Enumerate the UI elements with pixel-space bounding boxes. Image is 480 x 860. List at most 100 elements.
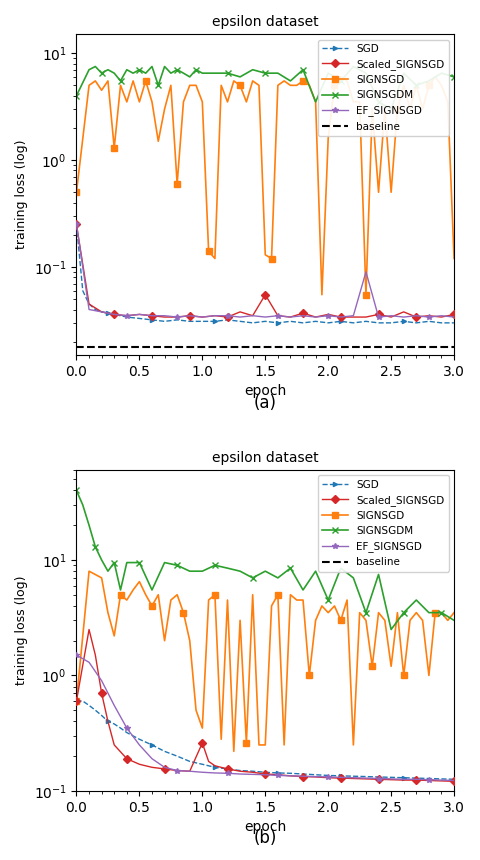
EF_SIGNSGD <box>187 766 192 777</box>
Scaled_SIGNSGD <box>401 307 407 317</box>
SGD <box>451 317 457 328</box>
X-axis label: epoch: epoch <box>244 820 287 834</box>
SIGNSGDM <box>200 68 205 78</box>
EF_SIGNSGD <box>212 310 218 321</box>
Scaled_SIGNSGD <box>162 312 168 322</box>
EF_SIGNSGD <box>451 312 457 322</box>
Scaled_SIGNSGD <box>413 775 419 785</box>
SGD <box>426 316 432 327</box>
Scaled_SIGNSGD <box>350 773 356 783</box>
SGD <box>162 316 168 327</box>
SIGNSGDM <box>111 557 117 568</box>
SIGNSGDM <box>193 64 199 75</box>
SIGNSGDM <box>439 607 444 617</box>
SGD <box>313 770 319 780</box>
SGD <box>325 771 331 781</box>
Scaled_SIGNSGD <box>73 696 79 706</box>
Scaled_SIGNSGD <box>111 310 117 320</box>
Scaled_SIGNSGD <box>325 772 331 783</box>
Scaled_SIGNSGD <box>237 307 243 317</box>
EF_SIGNSGD <box>86 657 92 667</box>
Scaled_SIGNSGD <box>136 759 142 770</box>
EF_SIGNSGD <box>426 312 432 322</box>
SIGNSGDM <box>149 585 155 595</box>
Title: epsilon dataset: epsilon dataset <box>212 15 319 29</box>
SIGNSGDM <box>136 557 142 568</box>
EF_SIGNSGD <box>73 650 79 660</box>
SIGNSGDM <box>250 573 255 583</box>
SIGNSGDM <box>124 557 130 568</box>
SGD <box>263 767 268 777</box>
Title: epsilon dataset: epsilon dataset <box>212 451 319 465</box>
Scaled_SIGNSGD <box>388 312 394 322</box>
SIGNSGD <box>73 696 79 706</box>
Scaled_SIGNSGD <box>313 771 319 782</box>
Y-axis label: training loss (log): training loss (log) <box>15 140 28 249</box>
SGD <box>363 771 369 782</box>
EF_SIGNSGD <box>376 312 382 322</box>
SIGNSGDM <box>313 96 319 107</box>
SIGNSGDM <box>86 520 92 531</box>
SGD <box>376 771 382 782</box>
SIGNSGDM <box>325 68 331 78</box>
SGD <box>225 315 230 325</box>
Line: SIGNSGD: SIGNSGD <box>74 74 457 298</box>
Scaled_SIGNSGD <box>300 771 306 782</box>
EF_SIGNSGD <box>288 771 293 781</box>
EF_SIGNSGD <box>350 772 356 783</box>
SGD <box>275 317 281 328</box>
SIGNSGDM <box>162 557 168 568</box>
SIGNSGDM <box>237 71 243 82</box>
SIGNSGDM <box>350 573 356 583</box>
SGD <box>136 734 142 745</box>
SGD <box>300 769 306 779</box>
SIGNSGD <box>105 607 111 617</box>
EF_SIGNSGD <box>225 310 230 321</box>
SIGNSGDM <box>105 64 111 75</box>
SGD <box>93 304 98 315</box>
Line: SGD: SGD <box>74 699 456 782</box>
SIGNSGD <box>206 246 212 256</box>
EF_SIGNSGD <box>136 310 142 320</box>
SIGNSGDM <box>168 68 174 78</box>
Line: Scaled_SIGNSGD: Scaled_SIGNSGD <box>74 627 457 784</box>
EF_SIGNSGD <box>300 310 306 321</box>
SGD <box>162 746 168 757</box>
EF_SIGNSGD <box>149 310 155 321</box>
Scaled_SIGNSGD <box>174 765 180 776</box>
SGD <box>200 316 205 327</box>
EF_SIGNSGD <box>313 771 319 782</box>
SGD <box>80 696 85 706</box>
Scaled_SIGNSGD <box>200 312 205 322</box>
EF_SIGNSGD <box>73 219 79 230</box>
Line: SGD: SGD <box>74 223 456 325</box>
baseline <box>73 341 79 352</box>
SGD <box>263 316 268 327</box>
Scaled_SIGNSGD <box>263 769 268 779</box>
SIGNSGDM <box>300 585 306 595</box>
SIGNSGD <box>451 254 457 264</box>
Scaled_SIGNSGD <box>451 777 457 787</box>
Scaled_SIGNSGD <box>350 312 356 322</box>
Scaled_SIGNSGD <box>313 312 319 322</box>
SIGNSGDM <box>93 61 98 71</box>
Scaled_SIGNSGD <box>237 766 243 777</box>
Scaled_SIGNSGD <box>426 310 432 321</box>
Scaled_SIGNSGD <box>86 624 92 635</box>
Scaled_SIGNSGD <box>225 764 230 774</box>
Scaled_SIGNSGD <box>275 310 281 321</box>
SIGNSGDM <box>275 573 281 583</box>
SIGNSGDM <box>212 560 218 570</box>
EF_SIGNSGD <box>263 770 268 780</box>
Scaled_SIGNSGD <box>187 766 192 777</box>
SIGNSGD <box>187 80 192 90</box>
SIGNSGDM <box>376 569 382 580</box>
SGD <box>93 705 98 716</box>
SGD <box>118 310 123 321</box>
Scaled_SIGNSGD <box>162 764 168 774</box>
EF_SIGNSGD <box>325 771 331 782</box>
SIGNSGD <box>313 96 319 107</box>
EF_SIGNSGD <box>174 312 180 322</box>
SGD <box>350 771 356 782</box>
Scaled_SIGNSGD <box>288 771 293 781</box>
